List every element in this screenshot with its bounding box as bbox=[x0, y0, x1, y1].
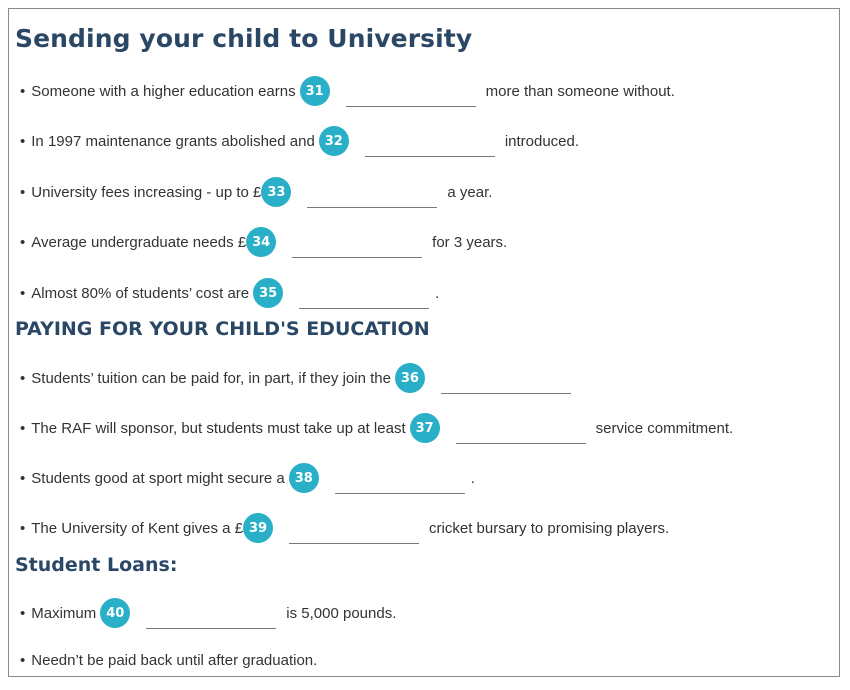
question-item-32: • In 1997 maintenance grants abolished a… bbox=[20, 124, 579, 158]
question-text-after: more than someone without. bbox=[485, 82, 675, 100]
section-heading-loans: Student Loans: bbox=[15, 554, 178, 576]
statement-item: • Needn’t be paid back until after gradu… bbox=[20, 643, 317, 677]
question-item-38: • Students good at sport might secure a … bbox=[20, 461, 475, 495]
question-item-31: • Someone with a higher education earns … bbox=[20, 74, 675, 108]
bullet: • bbox=[20, 183, 26, 201]
answer-blank-40[interactable] bbox=[146, 608, 277, 629]
question-text-after: is 5,000 pounds. bbox=[286, 604, 397, 622]
answer-blank-39[interactable] bbox=[289, 523, 420, 544]
question-item-37: • The RAF will sponsor, but students mus… bbox=[20, 411, 733, 445]
bullet: • bbox=[20, 82, 26, 100]
answer-blank-33[interactable] bbox=[307, 187, 438, 208]
question-text-after: introduced. bbox=[504, 132, 580, 150]
question-number-badge: 38 bbox=[288, 463, 319, 493]
question-text: Students’ tuition can be paid for, in pa… bbox=[31, 369, 391, 387]
bullet: • bbox=[20, 651, 26, 669]
question-number-badge: 35 bbox=[253, 278, 284, 308]
question-number-badge: 31 bbox=[299, 76, 330, 106]
section-heading-paying: PAYING FOR YOUR CHILD'S EDUCATION bbox=[15, 318, 430, 340]
answer-blank-34[interactable] bbox=[292, 237, 423, 258]
bullet: • bbox=[20, 233, 26, 251]
bullet: • bbox=[20, 369, 26, 387]
answer-blank-38[interactable] bbox=[334, 473, 465, 494]
question-text: Students good at sport might secure a bbox=[31, 469, 285, 487]
question-text: University fees increasing - up to £ bbox=[31, 183, 262, 201]
question-text: Someone with a higher education earns bbox=[31, 82, 296, 100]
question-item-34: • Average undergraduate needs £ 34 for 3… bbox=[20, 225, 507, 259]
answer-blank-32[interactable] bbox=[364, 136, 495, 157]
statement-text: Needn’t be paid back until after graduat… bbox=[31, 651, 318, 669]
question-number-badge: 33 bbox=[261, 177, 292, 207]
question-number-badge: 32 bbox=[318, 126, 349, 156]
question-text-after: . bbox=[470, 469, 475, 487]
bullet: • bbox=[20, 419, 26, 437]
bullet: • bbox=[20, 519, 26, 537]
question-text-after: for 3 years. bbox=[432, 233, 508, 251]
question-number-badge: 37 bbox=[409, 413, 440, 443]
question-text: The RAF will sponsor, but students must … bbox=[31, 419, 406, 437]
bullet: • bbox=[20, 132, 26, 150]
bullet: • bbox=[20, 604, 26, 622]
question-text: Maximum bbox=[31, 604, 97, 622]
question-text-after: service commitment. bbox=[595, 419, 734, 437]
question-number-badge: 36 bbox=[394, 363, 425, 393]
question-item-36: • Students’ tuition can be paid for, in … bbox=[20, 361, 571, 395]
question-number-badge: 34 bbox=[246, 227, 277, 257]
question-text: Average undergraduate needs £ bbox=[31, 233, 247, 251]
page-title: Sending your child to University bbox=[15, 24, 473, 53]
question-text-after: . bbox=[435, 284, 440, 302]
answer-blank-31[interactable] bbox=[345, 86, 476, 107]
question-item-39: • The University of Kent gives a £ 39 cr… bbox=[20, 511, 669, 545]
question-text-after: a year. bbox=[447, 183, 493, 201]
question-text: Almost 80% of students’ cost are bbox=[31, 284, 250, 302]
worksheet-frame bbox=[8, 8, 840, 677]
question-number-badge: 40 bbox=[100, 598, 131, 628]
answer-blank-37[interactable] bbox=[455, 423, 586, 444]
question-text: The University of Kent gives a £ bbox=[31, 519, 244, 537]
question-item-35: • Almost 80% of students’ cost are 35 . bbox=[20, 276, 439, 310]
question-item-40: • Maximum 40 is 5,000 pounds. bbox=[20, 596, 396, 630]
question-item-33: • University fees increasing - up to £ 3… bbox=[20, 175, 492, 209]
answer-blank-35[interactable] bbox=[299, 288, 430, 309]
question-text: In 1997 maintenance grants abolished and bbox=[31, 132, 315, 150]
bullet: • bbox=[20, 284, 26, 302]
bullet: • bbox=[20, 469, 26, 487]
answer-blank-36[interactable] bbox=[440, 373, 571, 394]
question-text-after: cricket bursary to promising players. bbox=[429, 519, 670, 537]
question-number-badge: 39 bbox=[243, 513, 274, 543]
